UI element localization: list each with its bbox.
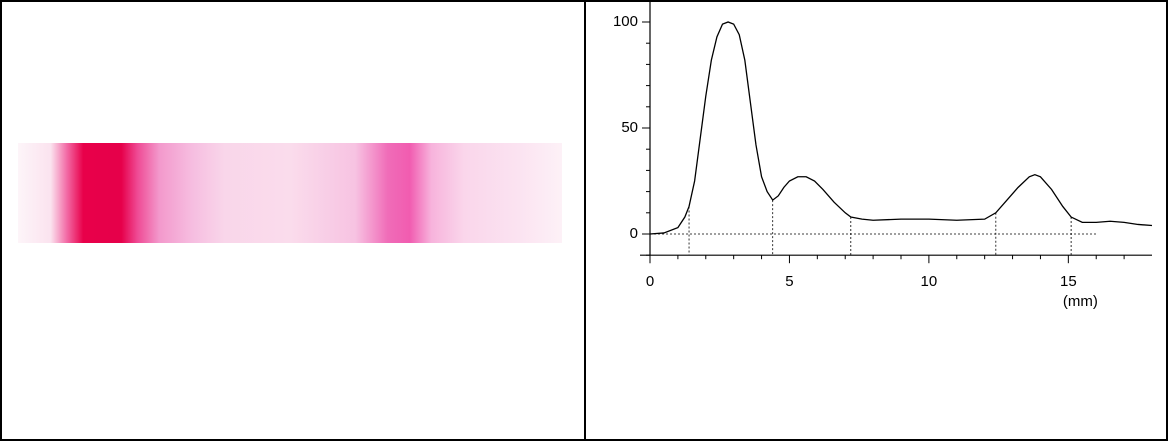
y-tick-label: 0 <box>630 225 638 242</box>
figure: 0 50 100 0 5 10 15 (mm) <box>0 0 1168 441</box>
chart: 0 50 100 0 5 10 15 (mm) <box>0 0 1168 441</box>
y-tick-label: 100 <box>613 13 638 30</box>
x-axis-label: (mm) <box>1063 293 1098 310</box>
x-tick-label: 5 <box>785 273 793 290</box>
x-tick-label: 15 <box>1060 273 1077 290</box>
profile-line <box>650 22 1152 234</box>
x-tick-label: 10 <box>921 273 938 290</box>
x-tick-label: 0 <box>646 273 654 290</box>
y-tick-label: 50 <box>621 119 638 136</box>
